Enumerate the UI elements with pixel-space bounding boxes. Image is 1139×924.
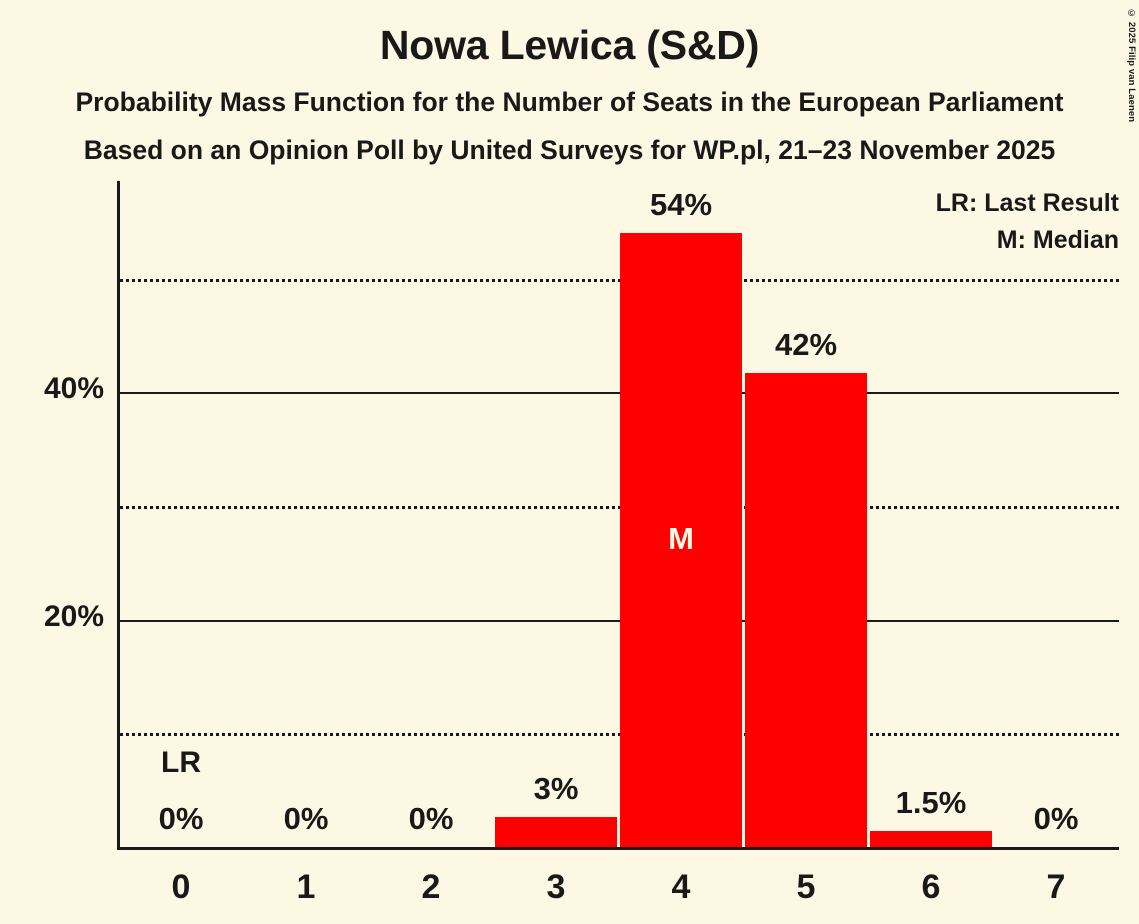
page-title: Nowa Lewica (S&D) [379,22,760,68]
gridline-20pct [120,619,1119,622]
last-result-marker: LR [161,746,201,779]
chart-legend: LR: Last Result M: Median [936,185,1119,259]
chart-subtitle-primary: Probability Mass Function for the Number… [75,87,1064,117]
copyright-notice: © 2025 Filip van Laenen [1126,8,1137,123]
bar-label-7-seats: 0% [1033,801,1079,836]
chart-subtitle-source: Based on an Opinion Poll by United Surve… [83,135,1056,165]
legend-entry-median: M: Median [996,226,1119,254]
bar-6-seats [870,831,992,847]
plot-area: 0% LR 0% 0% 3% 54% M 42% 1.5% 0% [117,181,1119,850]
x-tick-label-5: 5 [796,868,816,906]
x-axis-line [117,847,1119,850]
median-marker: M [668,521,694,556]
gridline-40pct [120,392,1119,395]
x-tick-label-4: 4 [671,868,691,906]
bar-label-4-seats: 54% [649,187,713,223]
x-tick-label-1: 1 [296,868,316,906]
gridline-50pct [120,278,1119,282]
x-tick-label-6: 6 [921,868,941,906]
bar-label-6-seats: 1.5% [895,785,967,821]
bar-label-0-seats: 0% [158,801,204,836]
y-tick-label-40pct: 40% [43,372,104,406]
bar-label-3-seats: 3% [533,771,579,807]
x-tick-label-7: 7 [1046,868,1066,906]
y-tick-label-20pct: 20% [43,599,104,633]
x-tick-label-0: 0 [171,868,191,906]
gridline-30pct [120,505,1119,509]
bar-5-seats [745,372,867,847]
x-tick-label-3: 3 [546,868,566,906]
bar-4-seats [620,233,742,847]
bar-label-2-seats: 0% [408,801,454,836]
gridline-10pct [120,733,1119,737]
x-tick-label-2: 2 [421,868,441,906]
bar-3-seats [495,817,617,847]
y-axis-line [117,181,120,848]
legend-entry-last-result: LR: Last Result [935,189,1119,217]
bar-label-5-seats: 42% [774,326,838,362]
bar-label-1-seats: 0% [283,801,329,836]
